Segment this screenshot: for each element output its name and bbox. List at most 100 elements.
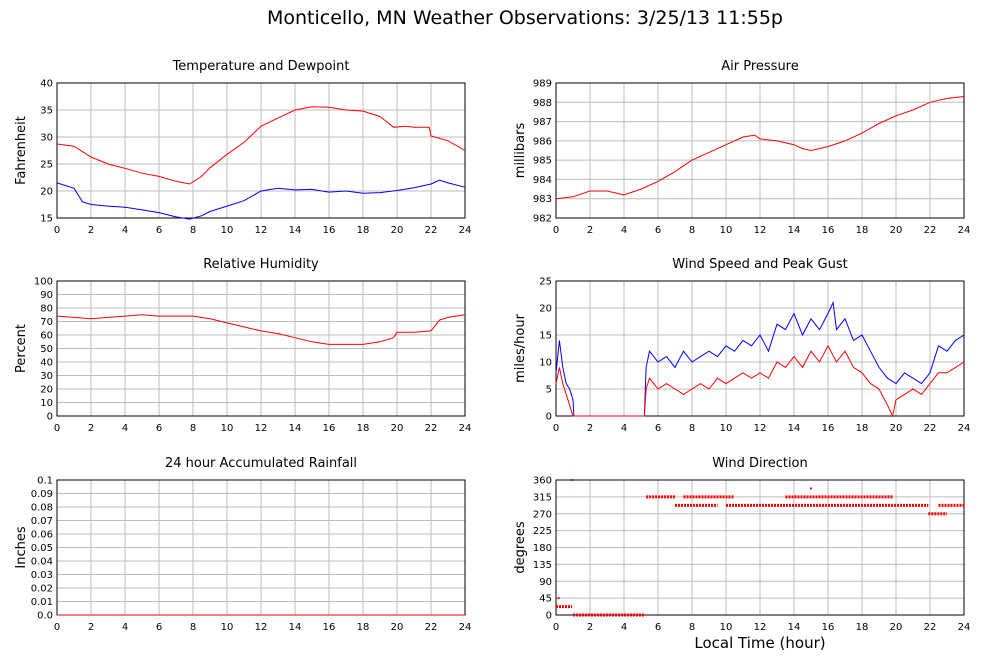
y-tick-label: 35 [40,106,53,117]
x-tick-label: 2 [88,423,94,434]
x-tick-label: 4 [621,225,627,236]
x-tick-label: 20 [391,423,404,434]
y-tick-label: 0 [546,412,552,423]
chart-title: Wind Speed and Peak Gust [672,257,847,272]
y-tick-label: 15 [539,331,552,342]
y-tick-label: 25 [40,160,53,171]
y-tick-label: 80 [40,304,53,315]
x-tick-label: 12 [255,225,268,236]
y-tick-label: 0.07 [31,516,53,527]
x-tick-label: 12 [754,225,767,236]
y-tick-label: 50 [40,344,53,355]
x-tick-label: 0 [553,225,559,236]
x-tick-label: 2 [88,225,94,236]
x-tick-label: 0 [54,225,60,236]
y-tick-label: 0.06 [31,530,53,541]
x-tick-label: 4 [621,622,627,633]
x-tick-label: 6 [655,423,661,434]
y-tick-label: 60 [40,331,53,342]
x-axis-label: Local Time (hour) [694,634,826,652]
page-title: Monticello, MN Weather Observations: 3/2… [266,7,783,29]
y-tick-label: 100 [34,277,53,288]
plot-frame [555,280,965,417]
y-tick-label: 90 [539,577,552,588]
y-axis-label: Inches [14,526,29,568]
x-tick-label: 14 [289,225,302,236]
y-tick-label: 135 [533,560,552,571]
y-tick-label: 0.08 [31,503,53,514]
chart-title: Wind Direction [712,456,808,471]
x-tick-label: 20 [890,622,903,633]
x-tick-label: 16 [323,423,336,434]
y-tick-label: 986 [533,136,552,147]
y-tick-label: 989 [533,79,552,90]
y-tick-label: 982 [533,214,552,225]
x-tick-label: 24 [459,622,472,633]
x-tick-label: 12 [255,622,268,633]
x-tick-label: 8 [689,423,695,434]
y-tick-label: 360 [533,476,552,487]
x-tick-label: 14 [788,225,801,236]
series-line-red [56,106,466,185]
series-line-red [555,96,965,200]
series-line-blue [555,300,965,417]
y-tick-label: 315 [533,492,552,503]
x-tick-label: 18 [856,423,869,434]
x-tick-label: 10 [221,423,234,434]
y-axis-label: miles/hour [513,313,528,382]
y-tick-label: 0.01 [31,597,53,608]
y-tick-label: 0.04 [31,557,53,568]
x-tick-label: 12 [255,423,268,434]
x-tick-label: 16 [323,622,336,633]
x-tick-label: 0 [54,622,60,633]
x-tick-label: 2 [88,622,94,633]
y-tick-label: 0.05 [31,543,53,554]
x-tick-label: 14 [289,423,302,434]
y-tick-label: 984 [533,175,552,186]
y-axis-label: millibars [513,123,528,179]
plot-frame [555,82,965,219]
x-tick-label: 0 [54,423,60,434]
y-tick-label: 270 [533,509,552,520]
x-tick-label: 16 [822,423,835,434]
y-tick-label: 30 [40,371,53,382]
y-tick-label: 0.03 [31,570,53,581]
series-line-blue [56,179,466,220]
y-tick-label: 15 [40,214,53,225]
x-tick-label: 10 [720,423,733,434]
chart-title: 24 hour Accumulated Rainfall [165,456,357,471]
chart-title: Temperature and Dewpoint [172,59,350,74]
y-tick-label: 25 [539,277,552,288]
x-tick-label: 6 [156,622,162,633]
x-tick-label: 22 [425,423,438,434]
x-tick-label: 4 [621,423,627,434]
x-tick-label: 0 [553,622,559,633]
x-tick-label: 18 [856,225,869,236]
x-tick-label: 22 [924,622,937,633]
x-tick-label: 18 [357,225,370,236]
x-tick-label: 24 [958,225,971,236]
x-tick-label: 10 [221,225,234,236]
y-axis-label: degrees [513,521,528,574]
plot-frame [56,280,466,417]
y-tick-label: 70 [40,317,53,328]
series-line-red [555,344,965,418]
y-tick-label: 5 [546,385,552,396]
x-tick-label: 4 [122,225,128,236]
x-tick-label: 6 [655,225,661,236]
x-tick-label: 8 [190,423,196,434]
x-tick-label: 4 [122,423,128,434]
y-tick-label: 225 [533,526,552,537]
x-tick-label: 24 [958,622,971,633]
y-tick-label: 10 [539,358,552,369]
x-tick-label: 20 [391,225,404,236]
y-tick-label: 0 [546,611,552,622]
x-tick-label: 14 [289,622,302,633]
y-tick-label: 0.1 [37,476,53,487]
x-tick-label: 16 [323,225,336,236]
y-tick-label: 90 [40,290,53,301]
